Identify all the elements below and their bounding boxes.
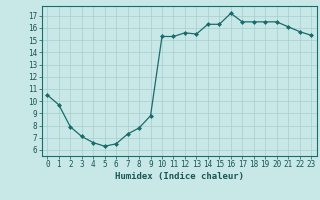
X-axis label: Humidex (Indice chaleur): Humidex (Indice chaleur): [115, 172, 244, 181]
